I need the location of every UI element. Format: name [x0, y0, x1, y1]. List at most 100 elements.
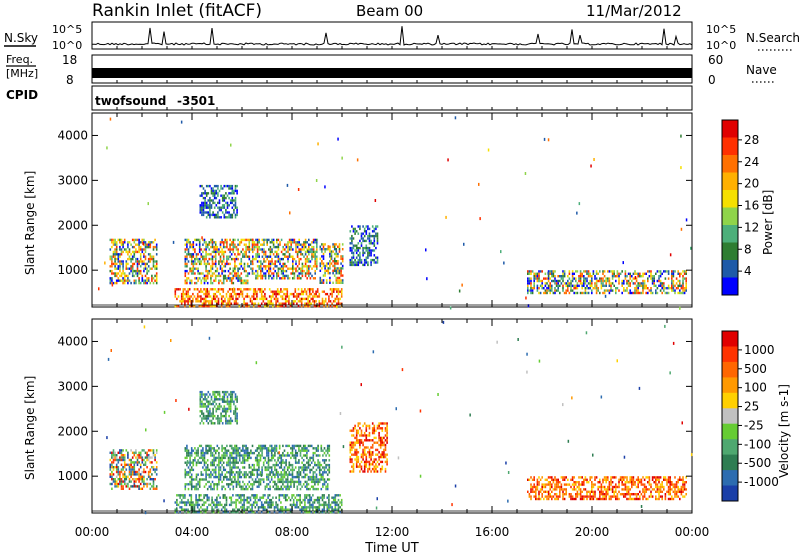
range-gate-cell: [224, 300, 226, 303]
range-gate-cell: [232, 277, 235, 280]
range-gate-cell: [282, 267, 284, 270]
range-gate-cell: [603, 275, 606, 278]
range-gate-cell: [202, 204, 205, 207]
range-gate-cell: [334, 496, 337, 499]
range-gate-cell: [355, 465, 358, 468]
range-gate-cell: [246, 459, 249, 462]
range-gate-cell: [260, 510, 263, 514]
range-gate-cell: [367, 263, 369, 267]
range-gate-cell: [201, 412, 203, 415]
range-gate-cell: [297, 494, 300, 497]
range-gate-cell: [254, 494, 257, 497]
range-gate-cell: [114, 272, 116, 275]
range-gate-cell: [127, 454, 129, 457]
range-gate-cell: [325, 466, 327, 469]
range-gate-cell: [291, 475, 294, 479]
range-gate-cell: [286, 480, 289, 484]
range-gate-cell: [112, 253, 115, 256]
range-gate-cell: [120, 456, 123, 459]
range-gate-cell: [543, 291, 545, 295]
range-gate-cell: [267, 478, 270, 481]
range-gate-cell: [329, 510, 332, 514]
range-gate-cell: [276, 292, 279, 296]
range-gate-cell: [225, 302, 228, 305]
range-gate-cell: [283, 297, 285, 301]
range-gate-cell: [330, 252, 333, 256]
range-gate-cell: [610, 284, 612, 287]
range-gate-cell: [248, 295, 250, 298]
range-gate-cell: [367, 225, 369, 228]
range-gate-cell: [266, 265, 268, 268]
range-gate-cell: [260, 295, 263, 298]
range-gate-cell: [186, 245, 188, 249]
range-gate-cell: [680, 284, 683, 287]
range-gate-cell: [111, 245, 113, 249]
range-gate-cell: [233, 412, 235, 415]
range-gate-cell: [198, 480, 201, 484]
range-gate-cell: [146, 485, 148, 488]
range-gate-cell: [210, 454, 212, 457]
power-ylabel: Slant Range [km]: [23, 171, 37, 275]
range-gate-cell: [268, 503, 271, 507]
range-gate-cell: [357, 422, 360, 425]
range-gate-cell: [192, 485, 195, 488]
range-gate-cell: [257, 304, 260, 308]
range-gate-cell: [378, 422, 380, 425]
range-gate-cell: [260, 243, 262, 246]
range-gate-cell: [223, 216, 226, 219]
range-gate-cell: [190, 454, 193, 457]
range-gate-cell: [304, 274, 307, 278]
range-gate-cell: [623, 289, 625, 292]
range-gate-cell: [531, 270, 534, 273]
range-gate-cell: [363, 234, 366, 238]
range-gate-cell: [386, 434, 388, 437]
range-gate-cell: [217, 398, 219, 401]
range-gate-cell: [197, 461, 199, 464]
range-gate-cell: [595, 289, 598, 292]
range-gate-cell: [192, 478, 195, 481]
range-gate-cell: [201, 390, 203, 394]
range-gate-cell: [320, 302, 322, 305]
range-gate-cell: [274, 483, 276, 486]
range-gate-cell: [618, 279, 620, 283]
range-gate-cell: [221, 447, 223, 450]
range-gate-cell: [294, 466, 297, 469]
range-gate-cell: [379, 467, 382, 471]
range-gate-cell: [679, 282, 681, 285]
range-gate-cell: [351, 258, 353, 262]
range-gate-cell: [578, 277, 580, 280]
range-gate-cell: [229, 216, 232, 219]
range-gate-cell: [312, 238, 315, 242]
range-gate-cell: [339, 506, 341, 509]
range-gate-cell: [204, 292, 207, 296]
range-gate-cell: [185, 295, 188, 298]
range-gate-cell: [220, 419, 222, 423]
range-gate-cell: [215, 390, 218, 394]
range-gate-cell: [337, 503, 340, 507]
range-gate-cell: [236, 211, 238, 214]
range-gate-cell: [595, 277, 598, 280]
range-gate-cell: [300, 290, 303, 293]
range-gate-cell: [151, 466, 153, 469]
range-gate-cell: [234, 201, 237, 205]
range-gate-cell: [316, 260, 318, 263]
range-gate-cell: [583, 291, 585, 295]
range-gate-cell: [647, 279, 649, 283]
range-gate-cell: [351, 239, 353, 243]
range-gate-cell: [336, 305, 338, 309]
range-gate-cell: [196, 498, 199, 502]
range-gate-cell: [562, 275, 564, 278]
range-gate-cell: [202, 192, 205, 195]
range-gate-cell: [357, 431, 360, 435]
range-gate-cell: [214, 269, 217, 273]
range-gate-cell: [365, 439, 368, 442]
range-gate-cell: [365, 460, 368, 464]
range-gate-cell: [125, 279, 128, 282]
range-gate-cell: [357, 441, 360, 444]
range-gate-cell: [224, 241, 227, 244]
range-gate-cell: [603, 284, 606, 287]
range-gate-cell: [232, 451, 235, 455]
range-gate-cell: [365, 436, 368, 440]
range-gate-cell: [146, 478, 148, 481]
range-gate-cell: [187, 302, 189, 305]
